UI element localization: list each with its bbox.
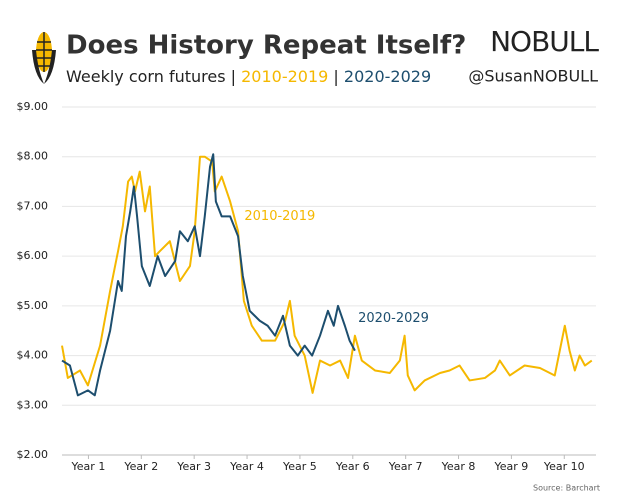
annotation: 2020-2029 <box>358 311 429 326</box>
x-tick-label: Year 10 <box>543 460 585 473</box>
subtitle-part: Weekly corn futures | <box>66 67 236 86</box>
chart-title: Does History Repeat Itself? <box>66 31 466 61</box>
y-tick-label: $9.00 <box>17 100 49 113</box>
subtitle-part: | <box>333 67 338 86</box>
x-tick-label: Year 2 <box>123 460 158 473</box>
source: Source: Barchart <box>533 484 600 493</box>
x-tick-label: Year 7 <box>388 460 423 473</box>
y-tick-label: $7.00 <box>17 199 49 212</box>
y-tick-label: $6.00 <box>17 249 49 262</box>
y-tick-label: $5.00 <box>17 299 49 312</box>
x-tick-label: Year 8 <box>441 460 476 473</box>
y-tick-label: $2.00 <box>17 448 49 461</box>
y-tick-label: $8.00 <box>17 150 49 163</box>
corn-icon <box>32 32 56 84</box>
annotation: 2010-2019 <box>244 209 315 224</box>
x-tick-label: Year 9 <box>494 460 529 473</box>
x-tick-label: Year 5 <box>282 460 317 473</box>
x-tick-label: Year 4 <box>229 460 264 473</box>
x-tick-label: Year 6 <box>335 460 370 473</box>
y-tick-label: $4.00 <box>17 349 49 362</box>
subtitle-part: 2010-2019 <box>241 67 328 86</box>
x-tick-label: Year 1 <box>71 460 106 473</box>
brand: NOBULL <box>490 25 599 58</box>
series-line <box>61 155 593 394</box>
y-tick-label: $3.00 <box>17 398 49 411</box>
chart-subtitle: Weekly corn futures | 2010-2019 | 2020-2… <box>66 67 431 86</box>
handle: @SusanNOBULL <box>468 67 598 86</box>
series-line <box>61 153 356 397</box>
subtitle-part: 2020-2029 <box>344 67 431 86</box>
x-tick-label: Year 3 <box>176 460 211 473</box>
